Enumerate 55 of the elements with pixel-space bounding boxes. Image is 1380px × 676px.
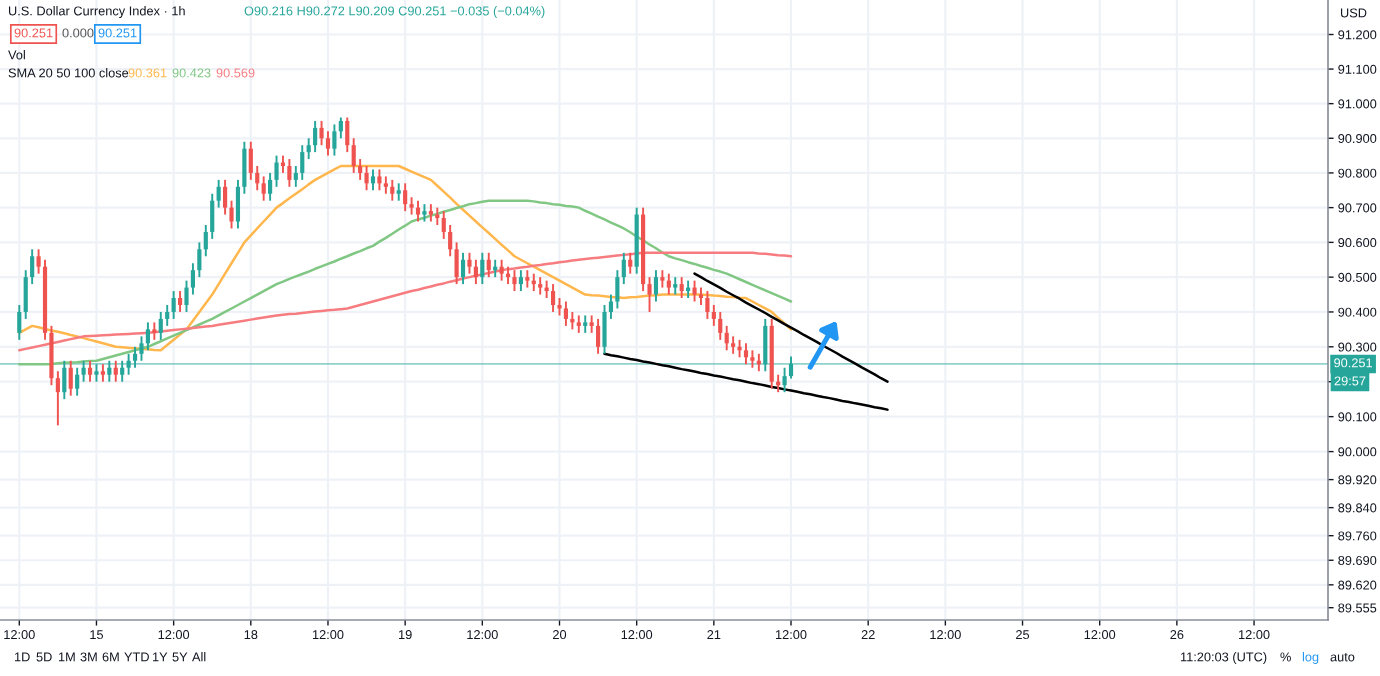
candlestick [512, 269, 517, 293]
candlestick [473, 258, 478, 286]
candlestick [68, 359, 73, 397]
candlestick [666, 272, 671, 296]
candlestick [653, 269, 659, 303]
candlestick [158, 310, 163, 341]
candlestick [364, 165, 369, 192]
candlestick [415, 199, 421, 223]
candlestick [403, 182, 408, 213]
candlestick [518, 269, 523, 293]
candlestick [222, 178, 228, 216]
candlestick [171, 290, 176, 320]
candlestick [563, 300, 569, 327]
candlestick [17, 304, 22, 341]
candlestick [345, 116, 350, 154]
candlestick [107, 359, 112, 383]
candlestick [628, 251, 633, 275]
candlestick [550, 283, 556, 313]
candlestick [287, 158, 292, 188]
candlestick [313, 119, 318, 154]
candlestick [62, 359, 67, 401]
candlestick [370, 168, 376, 192]
candlestick [216, 178, 221, 209]
candlestick [724, 324, 729, 352]
candlestick [486, 251, 491, 279]
candlestick [679, 276, 684, 299]
candlestick [705, 290, 710, 320]
candlestick [718, 310, 723, 341]
candlestick [692, 279, 697, 303]
candlestick [261, 175, 266, 202]
candlestick [763, 317, 768, 373]
candlestick [595, 317, 601, 355]
candlestick [75, 366, 80, 397]
candlestick [377, 168, 382, 192]
candlestick [621, 251, 626, 286]
candlestick [120, 359, 125, 383]
line-series [603, 352, 889, 411]
candlestick [390, 178, 395, 202]
candlestick [87, 359, 93, 383]
candlestick [499, 258, 504, 282]
candlestick [300, 144, 305, 181]
candlestick [480, 251, 485, 286]
candlestick [460, 251, 466, 286]
candlestick [454, 241, 459, 286]
candlestick [177, 290, 183, 313]
candlestick [268, 171, 273, 202]
candlestick [351, 137, 356, 174]
candlestick [113, 359, 118, 383]
candlestick [743, 342, 749, 366]
candlestick [332, 123, 337, 157]
candlestick [126, 352, 131, 376]
candlestick [81, 359, 86, 383]
candlestick [145, 321, 150, 352]
candlestick [132, 345, 138, 369]
line-series [693, 272, 889, 383]
